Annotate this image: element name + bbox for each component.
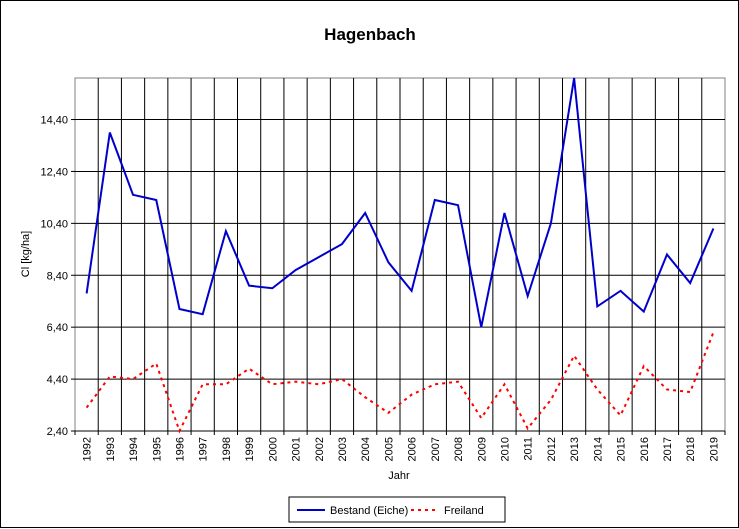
x-tick-label: 2013	[569, 437, 581, 461]
x-tick-label: 2016	[639, 437, 651, 461]
x-tick-label: 2009	[476, 437, 488, 461]
series-line-2	[85, 332, 715, 434]
x-tick-label: 2011	[523, 437, 535, 461]
y-axis-ticks: 2,40 4,40 6,40 8,40 10,40 12,40 14,40	[40, 115, 75, 438]
x-tick-label: 2003	[337, 437, 349, 461]
x-tick-label: 1992	[82, 437, 94, 461]
x-axis-ticks: 1992 1993 1994 1995 1996 1997 1998 1999 2000 2001…	[74, 431, 726, 461]
x-tick-label: 1997	[198, 437, 210, 461]
x-tick-label: 1993	[105, 437, 117, 461]
x-tick-label: 2006	[407, 437, 419, 461]
x-tick-label: 1999	[244, 437, 256, 461]
x-tick-label: 2001	[291, 437, 303, 461]
x-tick-label: 2017	[662, 437, 674, 461]
x-tick-label: 1995	[151, 437, 163, 461]
legend-label: Bestand (Eiche)	[330, 505, 408, 517]
x-tick-label: 2012	[546, 437, 558, 461]
x-tick-label: 2004	[360, 437, 372, 461]
y-tick-label: 8,40	[47, 270, 68, 282]
x-tick-label: 1994	[128, 437, 140, 461]
y-tick-label: 14,40	[40, 115, 68, 127]
x-tick-label: 2007	[430, 437, 442, 461]
y-tick-label: 6,40	[47, 322, 68, 334]
x-tick-label: 2018	[685, 437, 697, 461]
x-axis-label: Jahr	[388, 470, 410, 482]
y-axis-label: Cl [kg/ha]	[20, 231, 32, 277]
x-tick-label: 2000	[267, 437, 279, 461]
x-tick-label: 1996	[174, 437, 186, 461]
x-tick-label: 2005	[383, 437, 395, 461]
y-tick-label: 12,40	[40, 166, 68, 178]
x-tick-label: 2015	[616, 437, 628, 461]
legend: Bestand (Eiche) Freiland	[288, 496, 506, 523]
legend-label: Freiland	[444, 505, 484, 517]
y-tick-label: 10,40	[40, 218, 68, 230]
y-tick-label: 4,40	[47, 374, 68, 386]
x-tick-label: 2014	[592, 437, 604, 461]
x-tick-label: 2010	[499, 437, 511, 461]
x-tick-label: 2019	[708, 437, 720, 461]
chart-title: Hagenbach	[324, 25, 416, 44]
series-lines	[85, 77, 715, 434]
x-tick-label: 2002	[314, 437, 326, 461]
x-tick-label: 2008	[453, 437, 465, 461]
x-tick-label: 1998	[221, 437, 233, 461]
series-line-1	[85, 77, 715, 328]
y-tick-label: 2,40	[47, 426, 68, 438]
